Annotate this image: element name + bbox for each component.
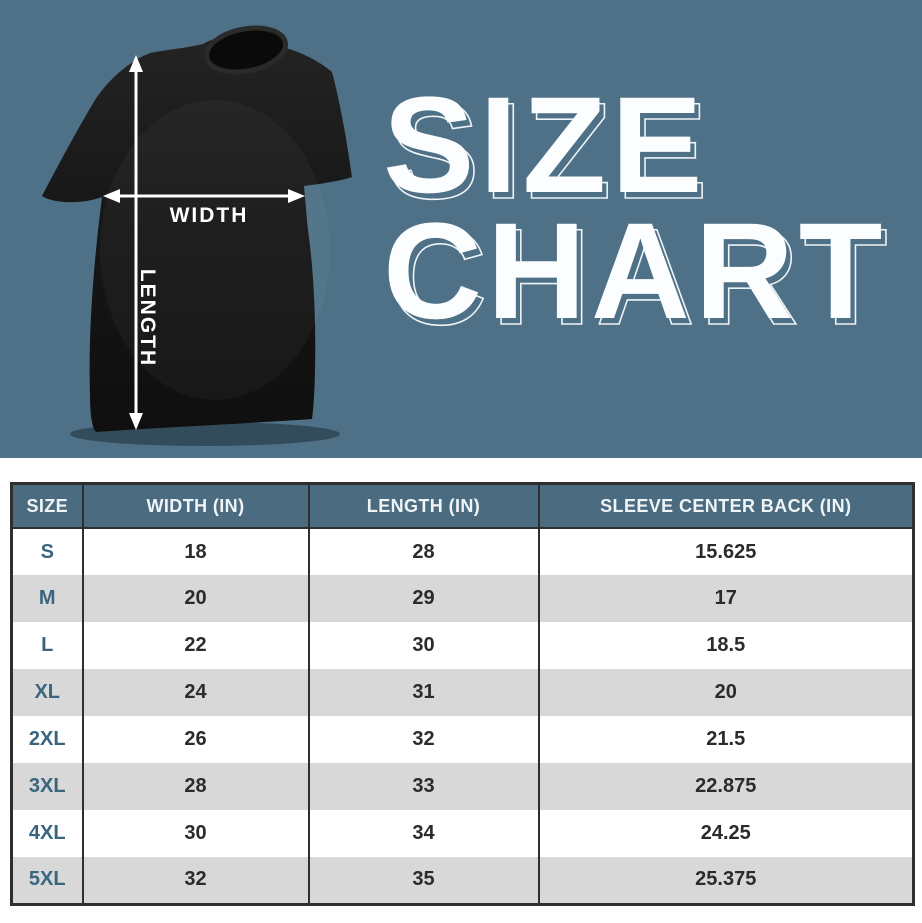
- table-row: 5XL 32 35 25.375: [10, 857, 915, 904]
- sleeve-value: 18.5: [537, 622, 915, 669]
- width-value: 18: [81, 528, 310, 575]
- sleeve-value: 22.875: [537, 763, 915, 810]
- length-value: 28: [307, 528, 540, 575]
- length-label: LENGTH: [136, 269, 159, 367]
- width-value: 20: [81, 575, 310, 622]
- sleeve-value: 15.625: [537, 528, 915, 575]
- width-value: 26: [81, 716, 310, 763]
- size-chart-table-section: SIZE WIDTH (IN) LENGTH (IN) SLEEVE CENTE…: [10, 482, 915, 906]
- size-label: 4XL: [10, 810, 84, 857]
- header-length: LENGTH (IN): [307, 483, 540, 529]
- length-value: 29: [307, 575, 540, 622]
- size-label: XL: [10, 669, 84, 716]
- headline-size-outline: SIZE: [388, 75, 713, 228]
- width-value: 28: [81, 763, 310, 810]
- table-row: M 20 29 17: [10, 575, 915, 622]
- header-width: WIDTH (IN): [81, 483, 310, 529]
- width-value: 24: [81, 669, 310, 716]
- sleeve-value: 20: [537, 669, 915, 716]
- size-label: 3XL: [10, 763, 84, 810]
- size-label: 5XL: [10, 857, 84, 904]
- width-value: 30: [81, 810, 310, 857]
- size-label: M: [10, 575, 84, 622]
- width-value: 32: [81, 857, 310, 904]
- length-value: 34: [307, 810, 540, 857]
- table-row: 3XL 28 33 22.875: [10, 763, 915, 810]
- headline-chart: CHART: [383, 195, 887, 348]
- length-value: 32: [307, 716, 540, 763]
- length-arrow: [129, 55, 143, 430]
- size-label: 2XL: [10, 716, 84, 763]
- table-row: S 18 28 15.625: [10, 528, 915, 575]
- sleeve-value: 24.25: [537, 810, 915, 857]
- width-arrow: [103, 189, 305, 203]
- hero-banner: WIDTH LENGTH SIZE CHART SIZE CHART: [0, 0, 922, 458]
- table-header-row: SIZE WIDTH (IN) LENGTH (IN) SLEEVE CENTE…: [10, 483, 915, 529]
- table-row: XL 24 31 20: [10, 669, 915, 716]
- length-value: 30: [307, 622, 540, 669]
- size-table: SIZE WIDTH (IN) LENGTH (IN) SLEEVE CENTE…: [10, 482, 915, 906]
- headline-size: SIZE: [383, 69, 708, 222]
- table-row: 2XL 26 32 21.5: [10, 716, 915, 763]
- header-sleeve: SLEEVE CENTER BACK (IN): [537, 483, 915, 529]
- width-label: WIDTH: [170, 204, 249, 227]
- hero-graphic: WIDTH LENGTH SIZE CHART SIZE CHART: [42, 25, 892, 446]
- sleeve-value: 21.5: [537, 716, 915, 763]
- size-label: L: [10, 622, 84, 669]
- table-row: 4XL 30 34 24.25: [10, 810, 915, 857]
- header-size: SIZE: [10, 483, 84, 529]
- shirt-collar: [204, 25, 288, 75]
- width-value: 22: [81, 622, 310, 669]
- length-value: 31: [307, 669, 540, 716]
- sleeve-value: 17: [537, 575, 915, 622]
- sleeve-value: 25.375: [537, 857, 915, 904]
- size-label: S: [10, 528, 84, 575]
- headline-chart-outline: CHART: [388, 201, 892, 354]
- length-value: 33: [307, 763, 540, 810]
- table-row: L 22 30 18.5: [10, 622, 915, 669]
- length-value: 35: [307, 857, 540, 904]
- tshirt-image: [42, 32, 352, 432]
